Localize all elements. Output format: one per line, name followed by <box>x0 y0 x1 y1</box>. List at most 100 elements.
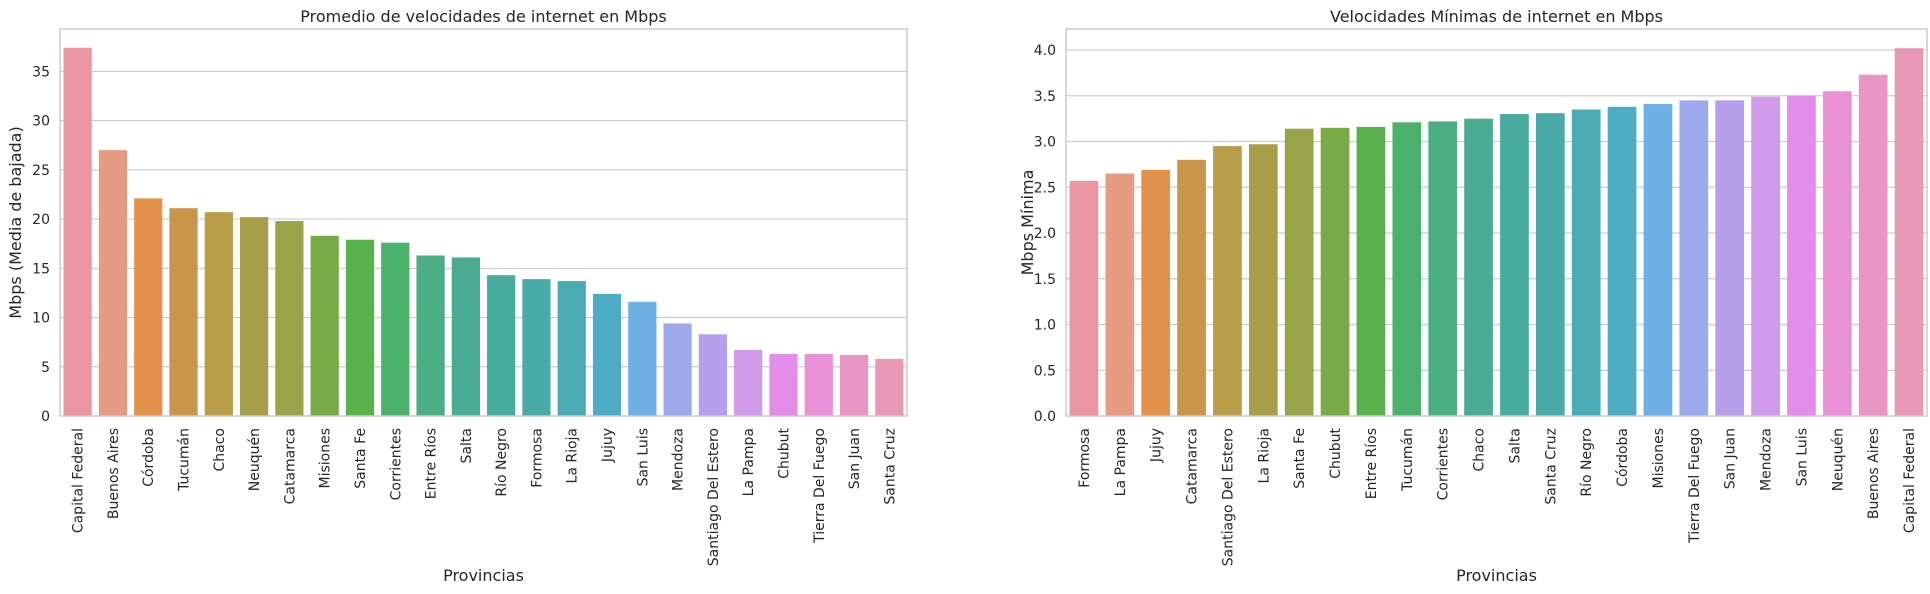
x-tick-label: Corrientes <box>1436 428 1452 500</box>
x-tick-label: Salta <box>1507 428 1523 463</box>
bar <box>204 212 233 416</box>
x-tick-label: San Juan <box>847 428 863 489</box>
chart-title: Velocidades Mínimas de internet en Mbps <box>1330 7 1663 26</box>
bar <box>1141 169 1171 416</box>
bar <box>1715 100 1745 417</box>
bar <box>134 198 163 416</box>
bar <box>381 242 410 416</box>
x-tick-label: San Juan <box>1723 428 1739 489</box>
y-tick-label: 2.0 <box>1034 226 1056 242</box>
bar <box>522 279 551 416</box>
x-tick-label: Santa Cruz <box>1543 428 1559 505</box>
x-tick-label: Santiago Del Estero <box>706 428 722 566</box>
x-tick-label: Catamarca <box>282 428 298 504</box>
x-axis-label: Provincias <box>1456 566 1537 585</box>
x-tick-label: Chubut <box>776 428 792 479</box>
bar <box>275 221 304 416</box>
x-tick-label: Salta <box>459 428 475 463</box>
y-tick-label: 20 <box>32 212 50 228</box>
x-tick-label: Santiago Del Estero <box>1220 428 1236 566</box>
bar <box>1320 127 1350 417</box>
bar <box>1894 48 1924 416</box>
bar <box>63 47 92 416</box>
x-tick-label: Entre Ríos <box>1364 428 1380 499</box>
bar <box>1069 180 1099 416</box>
x-tick-label: La Pampa <box>741 428 757 496</box>
y-tick-label: 0.5 <box>1034 363 1056 379</box>
x-tick-label: Santa Fe <box>1292 428 1308 489</box>
bar <box>1392 122 1422 416</box>
bar <box>310 235 339 416</box>
x-tick-label: Buenos Aires <box>106 428 122 519</box>
bar <box>1500 114 1529 416</box>
bar <box>804 353 833 416</box>
bar <box>1535 113 1565 416</box>
bar <box>1822 91 1852 416</box>
y-tick-label: 0 <box>41 409 50 425</box>
x-tick-label: Jujuy <box>1149 428 1165 463</box>
x-tick-label: Capital Federal <box>1902 428 1918 533</box>
bar <box>698 334 728 416</box>
x-tick-label: Entre Ríos <box>424 428 440 499</box>
bar <box>1643 104 1673 417</box>
x-tick-label: Capital Federal <box>71 428 87 533</box>
x-tick-label: Jujuy <box>600 428 616 463</box>
x-tick-label: La Rioja <box>1256 428 1272 483</box>
y-tick-label: 30 <box>32 114 50 130</box>
y-tick-label: 15 <box>32 261 50 277</box>
y-axis-label: Mbps (Media de bajada) <box>6 126 25 318</box>
x-tick-label: Tucumán <box>177 428 193 492</box>
bar <box>734 350 763 416</box>
bar <box>1105 173 1135 416</box>
bar <box>592 293 622 416</box>
x-tick-label: Neuquén <box>1830 428 1846 491</box>
bar <box>769 353 798 416</box>
y-tick-label: 4.0 <box>1034 43 1056 59</box>
y-axis-label: Mbps Mínima <box>1018 170 1037 276</box>
x-tick-label: Tierra Del Fuego <box>1687 428 1703 544</box>
y-tick-label: 10 <box>32 311 50 327</box>
bar <box>1464 118 1493 416</box>
plot-frame <box>1065 28 1928 417</box>
bar <box>98 150 128 416</box>
x-tick-label: Santa Fe <box>353 428 369 489</box>
x-tick-label: Catamarca <box>1185 428 1201 504</box>
x-tick-label: Río Negro <box>1579 428 1595 497</box>
x-tick-label: La Rioja <box>565 428 581 483</box>
bar <box>663 323 692 416</box>
x-axis-label: Provincias <box>443 566 524 585</box>
bar <box>239 217 269 416</box>
y-tick-label: 1.5 <box>1034 272 1056 288</box>
bar <box>1213 146 1242 416</box>
bar <box>345 239 375 416</box>
bar <box>1751 96 1780 417</box>
y-tick-label: 2.5 <box>1034 180 1056 196</box>
bar <box>1571 109 1601 417</box>
x-tick-label: San Luis <box>1794 428 1810 486</box>
x-tick-label: Tucumán <box>1400 428 1416 492</box>
bar <box>1428 121 1458 416</box>
bar <box>1858 74 1888 416</box>
x-tick-label: Córdoba <box>141 428 157 487</box>
x-tick-label: La Pampa <box>1113 428 1129 496</box>
chart-panel-1: 0 5 10 15 20 25 30 35 Capital Federal Buenos Aire… <box>6 7 908 585</box>
bar <box>1679 100 1709 417</box>
plot-frame <box>59 28 908 417</box>
x-tick-label: Formosa <box>529 428 545 488</box>
x-tick-label: Mendoza <box>671 428 687 491</box>
x-tick-label: Formosa <box>1077 428 1093 488</box>
x-tick-label: Misiones <box>1651 428 1667 489</box>
x-tick-label: Buenos Aires <box>1866 428 1882 519</box>
chart-title: Promedio de velocidades de internet en M… <box>300 7 667 26</box>
x-tick-label: Chubut <box>1328 428 1344 479</box>
bar <box>416 255 445 416</box>
bar <box>1248 144 1278 416</box>
y-tick-label: 1.0 <box>1034 318 1056 334</box>
y-tick-label: 5 <box>41 360 50 376</box>
y-tick-label: 3.0 <box>1034 135 1056 151</box>
x-tick-label: Corrientes <box>388 428 404 500</box>
bar <box>451 257 480 416</box>
bar <box>487 275 516 416</box>
x-tick-label: Neuquén <box>247 428 263 491</box>
